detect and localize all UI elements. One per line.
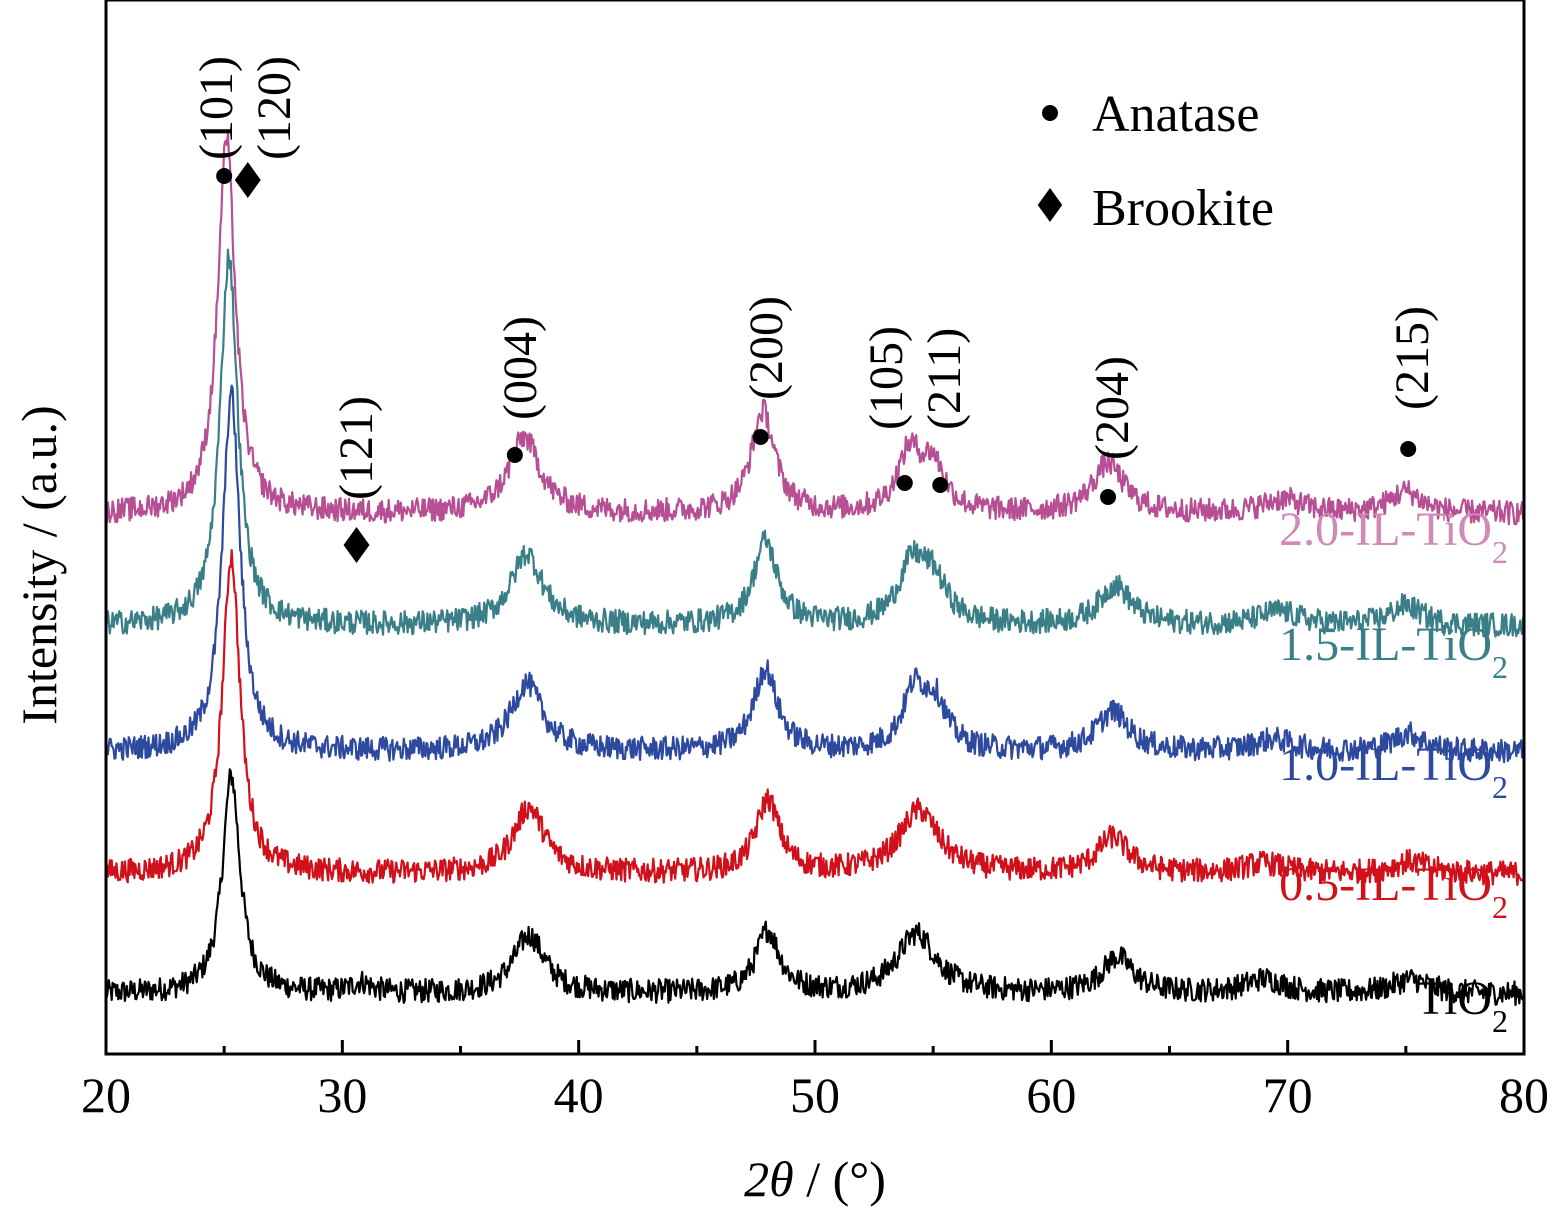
x-axis-title-unit: / (°) [794,1151,886,1207]
series-line-3 [104,248,1525,638]
series-label-0: TiO2 [1416,972,1508,1039]
legend-label: Brookite [1092,180,1274,237]
x-axis-title-variable: 2θ [744,1151,794,1207]
y-axis-title: Intensity / (a.u.) [11,405,67,724]
x-axis-title: 2θ / (°) [744,1151,886,1207]
peak-label: (200) [740,296,793,400]
legend: Anatase Brookite [1037,86,1274,237]
peak-label: (215) [1386,306,1439,410]
anatase-peak-marker [1100,489,1117,505]
anatase-peak-marker [932,477,949,493]
peak-label: (204) [1086,356,1139,460]
series-label-1: 0.5-IL-TiO2 [1279,858,1508,925]
x-tick-label: 60 [1026,1067,1076,1123]
x-tick-label: 50 [790,1067,840,1123]
series-label-3: 1.5-IL-TiO2 [1279,618,1508,685]
peak-label: (121) [330,396,383,500]
series-layer [104,132,1525,1007]
anatase-peak-marker [896,475,913,491]
x-tick-label: 40 [554,1067,604,1123]
brookite-peak-marker [343,527,370,563]
series-line-2 [104,384,1525,764]
legend-label: Anatase [1092,86,1259,143]
series-line-1 [104,548,1524,887]
anatase-peak-marker [216,168,233,184]
x-tick-label: 80 [1499,1067,1549,1123]
series-line-0 [104,768,1524,1007]
peak-label: (120) [248,56,301,160]
peak-label: (105) [860,326,913,430]
peak-label: (004) [494,316,547,420]
brookite-peak-marker [234,162,261,198]
series-line-4 [104,132,1525,526]
series-label-2: 1.0-IL-TiO2 [1279,738,1508,805]
x-tick-label: 30 [317,1067,367,1123]
x-axis: 20 30 40 50 60 70 80 [81,1040,1549,1123]
peak-label: (101) [190,56,243,160]
legend-anatase-marker [1042,105,1058,121]
anatase-peak-marker [1400,441,1417,457]
x-tick-label: 70 [1263,1067,1313,1123]
annotation-layer: (101) (120) (121) (004) (200) (105) (211) (204)… [190,56,1439,563]
anatase-peak-marker [506,447,523,463]
legend-brookite-marker [1037,188,1063,222]
peak-label: (211) [918,328,971,430]
anatase-peak-marker [752,429,769,445]
series-label-4: 2.0-IL-TiO2 [1279,503,1508,570]
x-tick-label: 20 [81,1067,131,1123]
series-labels: TiO2 0.5-IL-TiO2 1.0-IL-TiO2 1.5-IL-TiO2 2.0… [1279,503,1508,1039]
